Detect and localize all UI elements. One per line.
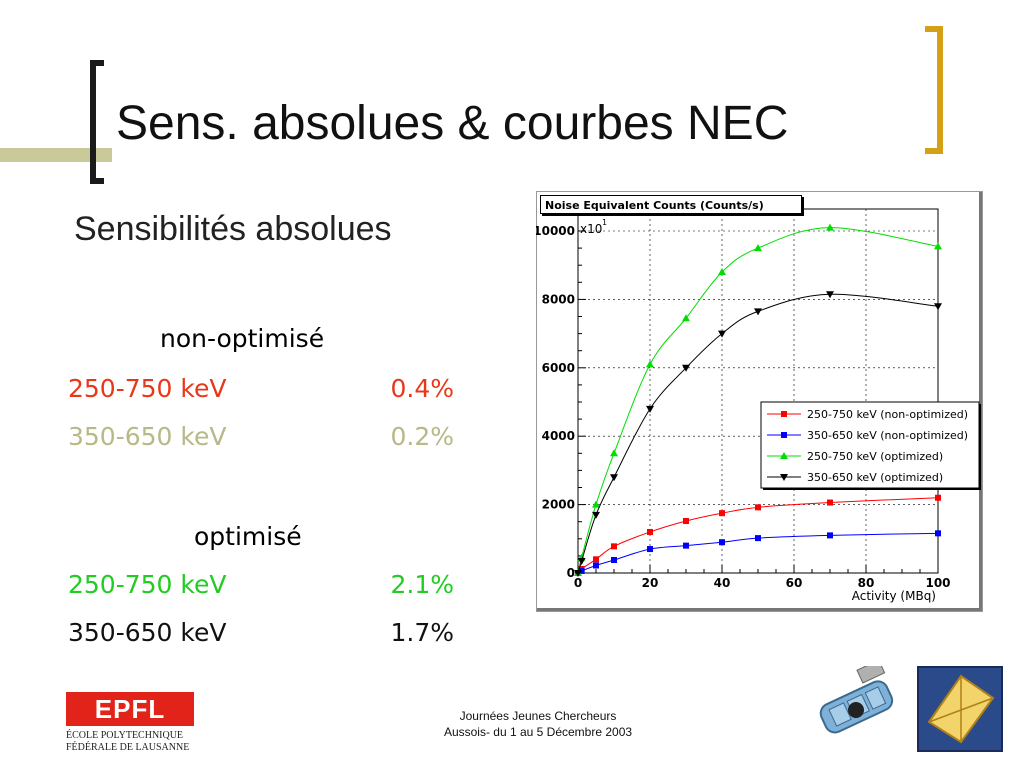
data-point <box>780 452 788 459</box>
data-point <box>718 330 726 338</box>
data-point <box>647 528 653 535</box>
row-label: 350-650 keV <box>68 618 227 647</box>
row-value: 0.2% <box>390 422 454 451</box>
data-point <box>827 499 833 506</box>
data-point <box>754 308 762 316</box>
data-point <box>826 223 834 231</box>
data-point <box>780 474 788 481</box>
y-tick-label: 2000 <box>542 498 575 512</box>
data-point <box>719 539 725 546</box>
data-point <box>781 411 787 417</box>
data-point <box>934 242 942 250</box>
y-tick-label: 0 <box>567 566 575 580</box>
data-point <box>578 567 585 574</box>
x-tick-label: 0 <box>574 576 582 590</box>
slide-title: Sens. absolues & courbes NEC <box>116 97 789 150</box>
x-tick-label: 100 <box>925 576 950 590</box>
x-tick-label: 40 <box>714 576 731 590</box>
y-tick-label: 4000 <box>542 429 575 443</box>
data-point <box>682 314 690 322</box>
y-tick-label: 10000 <box>536 224 575 238</box>
data-point <box>781 432 787 438</box>
data-point <box>682 364 690 372</box>
row-label: 250-750 keV <box>68 374 227 403</box>
chart-title: Noise Equivalent Counts (Counts/s) <box>540 195 802 214</box>
plot-area <box>577 208 939 574</box>
data-point <box>755 504 761 511</box>
section-subtitle: Sensibilités absolues <box>74 210 392 248</box>
data-point <box>646 360 654 368</box>
epfl-logo-line1: ÉCOLE POLYTECHNIQUE <box>66 730 184 741</box>
data-point <box>683 542 689 549</box>
detector-image <box>812 666 900 746</box>
series-line <box>577 227 939 574</box>
x-tick-label: 60 <box>786 576 803 590</box>
legend-label: 350-650 keV (non-optimized) <box>807 429 968 442</box>
data-point <box>755 535 761 542</box>
data-point <box>611 543 617 550</box>
row-non-optimized-350-650: 350-650 keV 0.2% <box>68 422 454 451</box>
right-bracket-decoration <box>925 26 943 154</box>
x-tick-label: 20 <box>642 576 659 590</box>
row-value: 0.4% <box>390 374 454 403</box>
data-point <box>592 500 600 508</box>
data-point <box>935 530 941 537</box>
row-value: 1.7% <box>390 618 454 647</box>
data-point <box>610 449 618 457</box>
data-point <box>593 562 599 569</box>
row-optimized-250-750: 250-750 keV 2.1% <box>68 570 454 599</box>
y-multiplier-label: x10 <box>580 222 602 236</box>
row-value: 2.1% <box>390 570 454 599</box>
data-point <box>718 268 726 276</box>
series-line <box>577 497 939 574</box>
footer-text: Journées Jeunes Chercheurs Aussois- du 1… <box>380 708 696 740</box>
row-label: 250-750 keV <box>68 570 227 599</box>
data-point <box>574 570 582 577</box>
epfl-logo: EPFL ÉCOLE POLYTECHNIQUE FÉDÉRALE DE LAU… <box>66 692 194 753</box>
y-tick-label: 8000 <box>542 292 575 306</box>
data-point <box>934 303 942 311</box>
row-label: 350-650 keV <box>68 422 227 451</box>
series-line <box>577 532 939 574</box>
data-point <box>592 511 600 519</box>
y-multiplier-exponent: 1 <box>602 218 607 227</box>
legend-label: 250-750 keV (optimized) <box>807 450 943 463</box>
epfl-logo-mark: EPFL <box>66 692 194 726</box>
group-heading-non-optimized: non-optimisé <box>160 324 325 353</box>
data-point <box>647 546 653 553</box>
legend-box <box>760 401 980 489</box>
data-point <box>935 494 941 501</box>
data-point <box>593 556 599 563</box>
data-point <box>826 291 834 299</box>
group-heading-optimized: optimisé <box>194 522 302 551</box>
row-non-optimized-250-750: 250-750 keV 0.4% <box>68 374 454 403</box>
crystal-logo <box>917 666 1003 752</box>
series-line <box>577 293 939 574</box>
title-accent-bar <box>0 148 112 162</box>
left-bracket-decoration <box>90 60 104 184</box>
data-point <box>683 518 689 525</box>
legend-label: 350-650 keV (optimized) <box>807 471 943 484</box>
y-tick-label: 6000 <box>542 361 575 375</box>
data-point <box>611 557 617 564</box>
data-point <box>610 474 618 482</box>
footer-line2: Aussois- du 1 au 5 Décembre 2003 <box>443 725 633 739</box>
data-point <box>827 532 833 539</box>
epfl-logo-line2: FÉDÉRALE DE LAUSANNE <box>66 742 190 753</box>
data-point <box>719 510 725 517</box>
data-point <box>646 405 654 413</box>
data-point <box>577 558 586 566</box>
x-tick-label: 80 <box>858 576 875 590</box>
footer-line1: Journées Jeunes Chercheurs <box>459 709 617 723</box>
data-point <box>754 244 762 252</box>
legend-label: 250-750 keV (non-optimized) <box>807 408 968 421</box>
x-axis-title: Activity (MBq) <box>852 589 936 603</box>
nec-chart: 0 2000 4000 6000 8000 10000 0 20 40 60 80 100 x10 1 Ac… <box>536 208 981 603</box>
row-optimized-350-650: 350-650 keV 1.7% <box>68 618 454 647</box>
